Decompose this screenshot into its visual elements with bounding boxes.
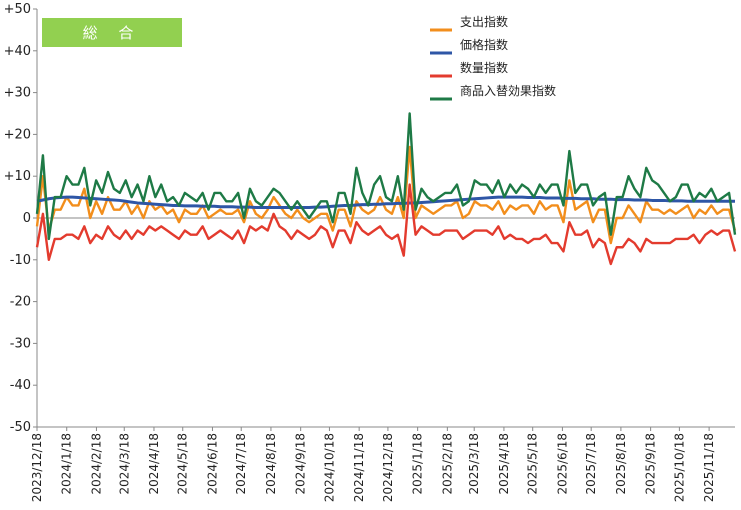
- y-tick-label: 0: [23, 211, 31, 226]
- x-tick-label: 2025/2/18: [440, 433, 454, 495]
- x-tick-label: 2024/4/18: [147, 433, 161, 495]
- axes-layer: +50 +40 +30 +20 +10 0 -10 -20 -30 -40 -502023/12/1…: [4, 2, 735, 502]
- x-tick-label: 2024/6/18: [205, 433, 219, 495]
- chart-title: 総 合: [83, 24, 142, 42]
- y-tick-label: +40: [4, 44, 31, 59]
- y-tick-label: -20: [10, 295, 31, 310]
- legend-label: 価格指数: [460, 37, 508, 52]
- x-tick-label: 2024/5/18: [176, 433, 190, 495]
- title-box: [42, 18, 182, 47]
- x-tick-label: 2025/5/18: [526, 433, 540, 495]
- series-line-1: [35, 145, 737, 245]
- x-tick-label: 2025/11/18: [702, 433, 716, 502]
- x-tick-label: 2025/9/18: [644, 433, 658, 495]
- x-tick-label: 2024/7/18: [234, 433, 248, 495]
- y-tick-label: -10: [10, 253, 31, 268]
- x-tick-label: 2025/1/18: [411, 433, 425, 495]
- series-line-3: [35, 183, 737, 266]
- x-tick-label: 2025/10/18: [672, 433, 686, 502]
- x-tick-label: 2024/8/18: [264, 433, 278, 495]
- x-tick-label: 2024/9/18: [294, 433, 308, 495]
- series-line-2: [36, 195, 735, 210]
- series-layer: [35, 112, 737, 266]
- legend-label: 支出指数: [460, 14, 508, 29]
- x-tick-label: 2024/11/18: [352, 433, 366, 502]
- y-tick-label: -40: [10, 378, 31, 393]
- x-tick-label: 2025/7/18: [584, 433, 598, 495]
- x-tick-label: 2024/1/18: [60, 433, 74, 495]
- x-tick-label: 2025/3/18: [467, 433, 481, 495]
- x-tick-label: 2025/8/18: [614, 433, 628, 495]
- y-tick-label: -30: [10, 336, 31, 351]
- title-layer: 総 合: [42, 18, 182, 47]
- legend-label: 商品入替効果指数: [460, 83, 556, 98]
- x-tick-label: 2025/6/18: [555, 433, 569, 495]
- y-tick-label: +50: [4, 2, 31, 17]
- y-tick-label: +20: [4, 127, 31, 142]
- x-tick-label: 2024/12/18: [381, 433, 395, 502]
- x-tick-label: 2024/3/18: [117, 433, 131, 495]
- x-tick-label: 2025/4/18: [497, 433, 511, 495]
- legend-label: 数量指数: [460, 60, 508, 75]
- y-tick-label: +10: [4, 169, 31, 184]
- y-tick-label: +30: [4, 86, 31, 101]
- series-line-4: [35, 112, 737, 241]
- x-tick-label: 2023/12/18: [30, 433, 44, 502]
- x-tick-label: 2024/10/18: [322, 433, 336, 502]
- x-tick-label: 2024/2/18: [89, 433, 103, 495]
- y-tick-label: -50: [10, 420, 31, 435]
